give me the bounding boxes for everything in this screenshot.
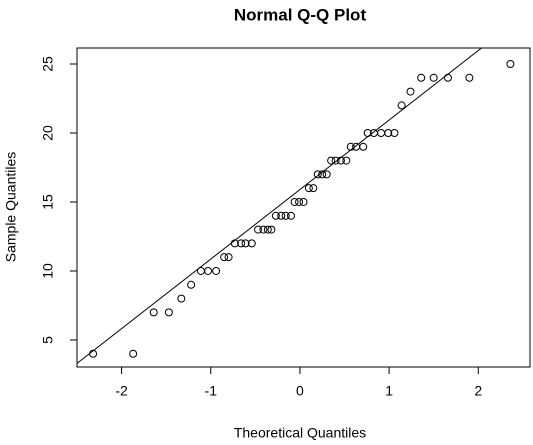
point bbox=[247, 239, 256, 248]
point bbox=[327, 156, 336, 165]
point bbox=[277, 211, 286, 220]
point bbox=[177, 294, 186, 303]
y-tick-label: 25 bbox=[40, 56, 56, 72]
chart-title: Normal Q-Q Plot bbox=[234, 5, 367, 24]
point bbox=[406, 87, 415, 96]
x-tick-label: 2 bbox=[474, 383, 482, 399]
point bbox=[309, 184, 318, 193]
point bbox=[259, 225, 268, 234]
point bbox=[241, 239, 250, 248]
point bbox=[465, 73, 474, 82]
point bbox=[281, 211, 290, 220]
x-tick-label: -2 bbox=[115, 383, 128, 399]
x-axis-label: Theoretical Quantiles bbox=[234, 425, 366, 441]
point bbox=[204, 266, 213, 275]
point bbox=[384, 128, 393, 137]
point bbox=[212, 266, 221, 275]
point bbox=[287, 211, 296, 220]
point bbox=[164, 308, 173, 317]
y-tick-label: 10 bbox=[40, 263, 56, 279]
point bbox=[224, 253, 233, 262]
y-tick-label: 15 bbox=[40, 194, 56, 210]
point bbox=[359, 142, 368, 151]
point bbox=[220, 253, 229, 262]
point bbox=[377, 128, 386, 137]
y-tick-label: 5 bbox=[40, 336, 56, 344]
point bbox=[187, 280, 196, 289]
point bbox=[304, 184, 313, 193]
point bbox=[331, 156, 340, 165]
point bbox=[295, 197, 304, 206]
point bbox=[237, 239, 246, 248]
qq-line bbox=[77, 48, 483, 364]
x-tick-label: 1 bbox=[385, 383, 393, 399]
point bbox=[149, 308, 158, 317]
point bbox=[417, 73, 426, 82]
point bbox=[129, 349, 138, 358]
y-axis-label: Sample Quantiles bbox=[3, 152, 19, 263]
clip-group bbox=[77, 48, 483, 364]
y-tick-label: 20 bbox=[40, 125, 56, 141]
point bbox=[254, 225, 263, 234]
point bbox=[397, 101, 406, 110]
point bbox=[429, 73, 438, 82]
point bbox=[267, 225, 276, 234]
x-tick-label: 0 bbox=[296, 383, 304, 399]
point bbox=[299, 197, 308, 206]
point bbox=[313, 170, 322, 179]
plot-box bbox=[76, 47, 531, 368]
point bbox=[322, 170, 331, 179]
point bbox=[271, 211, 280, 220]
point bbox=[390, 128, 399, 137]
x-tick-label: -1 bbox=[205, 383, 218, 399]
point bbox=[506, 60, 515, 69]
point bbox=[342, 156, 351, 165]
point bbox=[290, 197, 299, 206]
point bbox=[263, 225, 272, 234]
point bbox=[443, 73, 452, 82]
